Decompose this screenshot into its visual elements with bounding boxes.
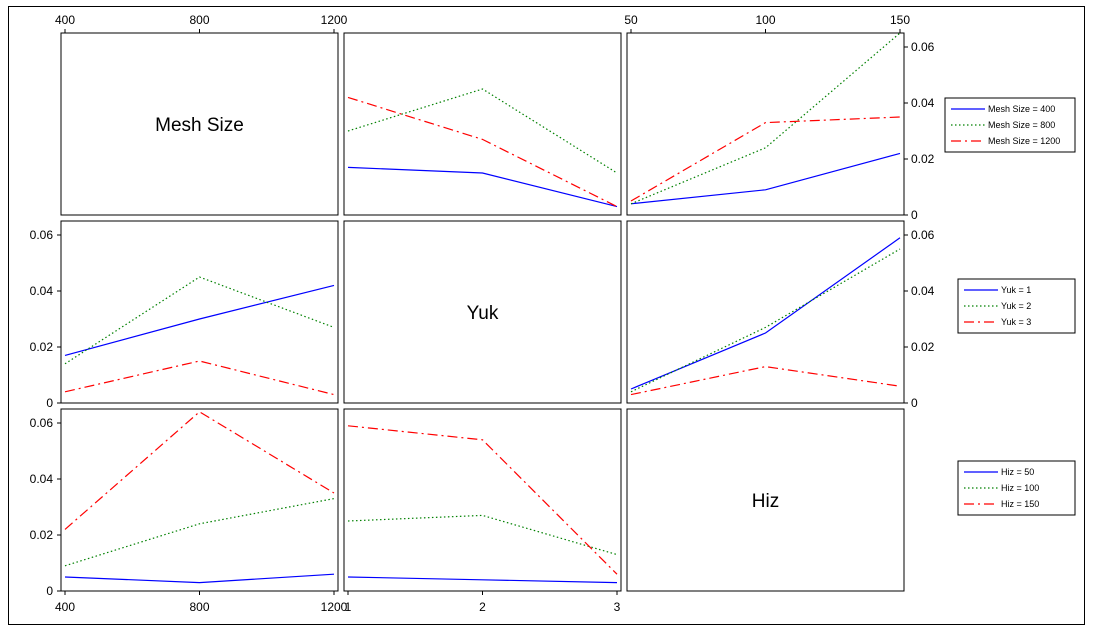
factor-title-hiz: Hiz: [752, 491, 779, 512]
x-tick-label-top: 100: [755, 13, 775, 27]
y-tick-label-left: 0: [46, 584, 53, 598]
legend-label-hiz-1: Hiz = 50: [1001, 467, 1034, 477]
y-tick-label-left: 0.04: [30, 284, 54, 298]
legend-label-yuk-3: Yuk = 3: [1001, 317, 1031, 327]
panel-hiz-mesh: [60, 408, 339, 592]
panel-hiz-hiz: [626, 408, 905, 592]
series-line-hiz-mesh-2: [64, 498, 335, 567]
series-line-hiz-mesh-3: [64, 411, 335, 530]
x-tick-label-top: 400: [55, 13, 75, 27]
panel-mesh-yuk: [343, 32, 622, 216]
legend-box-mesh: [944, 97, 1076, 153]
y-tick-label-right: 0: [911, 396, 918, 410]
x-tick-label-top: 800: [189, 13, 209, 27]
series-line-yuk-mesh-2: [64, 276, 335, 365]
x-tick-label-bottom: 2: [479, 600, 486, 614]
series-line-yuk-hiz-1: [630, 237, 901, 390]
panel-yuk-yuk: [343, 220, 622, 404]
y-tick-label-left: 0.02: [30, 340, 54, 354]
x-tick-label-bottom: 3: [614, 600, 621, 614]
x-tick-label-bottom: 800: [189, 600, 209, 614]
series-line-hiz-mesh-1: [64, 573, 335, 584]
series-line-mesh-hiz-3: [630, 116, 901, 202]
series-line-mesh-yuk-3: [347, 96, 618, 208]
legend-label-hiz-3: Hiz = 150: [1001, 499, 1039, 509]
series-line-mesh-hiz-1: [630, 152, 901, 205]
y-tick-label-right: 0.06: [911, 40, 935, 54]
panel-yuk-hiz: [626, 220, 905, 404]
x-tick-label-top: 50: [624, 13, 638, 27]
x-tick-label-top: 150: [890, 13, 910, 27]
x-tick-label-bottom: 1200: [321, 600, 348, 614]
y-tick-label-left: 0.06: [30, 228, 54, 242]
panel-yuk-mesh: [60, 220, 339, 404]
series-line-yuk-mesh-3: [64, 360, 335, 396]
legend-label-mesh-1: Mesh Size = 400: [988, 104, 1055, 114]
y-tick-label-left: 0.06: [30, 416, 54, 430]
y-tick-label-right: 0.04: [911, 284, 935, 298]
y-tick-label-left: 0.04: [30, 472, 54, 486]
series-line-hiz-yuk-2: [347, 514, 618, 556]
figure-frame: [8, 6, 1085, 625]
legend-label-mesh-2: Mesh Size = 800: [988, 120, 1055, 130]
y-tick-label-right: 0.02: [911, 340, 935, 354]
x-tick-label-bottom: 1: [345, 600, 352, 614]
y-tick-label-left: 0.02: [30, 528, 54, 542]
legend-label-mesh-3: Mesh Size = 1200: [988, 136, 1060, 146]
y-tick-label-right: 0.04: [911, 96, 935, 110]
x-tick-label-bottom: 400: [55, 600, 75, 614]
series-line-mesh-yuk-2: [347, 88, 618, 174]
legend-label-yuk-1: Yuk = 1: [1001, 285, 1031, 295]
series-line-mesh-hiz-2: [630, 32, 901, 205]
factor-title-mesh: Mesh Size: [155, 115, 244, 136]
factor-title-yuk: Yuk: [467, 303, 499, 324]
y-tick-label-right: 0: [911, 208, 918, 222]
panel-hiz-yuk: [343, 408, 622, 592]
series-line-yuk-hiz-3: [630, 365, 901, 396]
y-tick-label-left: 0: [46, 396, 53, 410]
y-tick-label-right: 0.02: [911, 152, 935, 166]
legend-label-yuk-2: Yuk = 2: [1001, 301, 1031, 311]
legend-label-hiz-2: Hiz = 100: [1001, 483, 1039, 493]
series-line-yuk-hiz-2: [630, 248, 901, 393]
y-tick-label-right: 0.06: [911, 228, 935, 242]
series-line-yuk-mesh-1: [64, 284, 335, 356]
x-tick-label-top: 1200: [321, 13, 348, 27]
series-line-hiz-yuk-3: [347, 425, 618, 575]
